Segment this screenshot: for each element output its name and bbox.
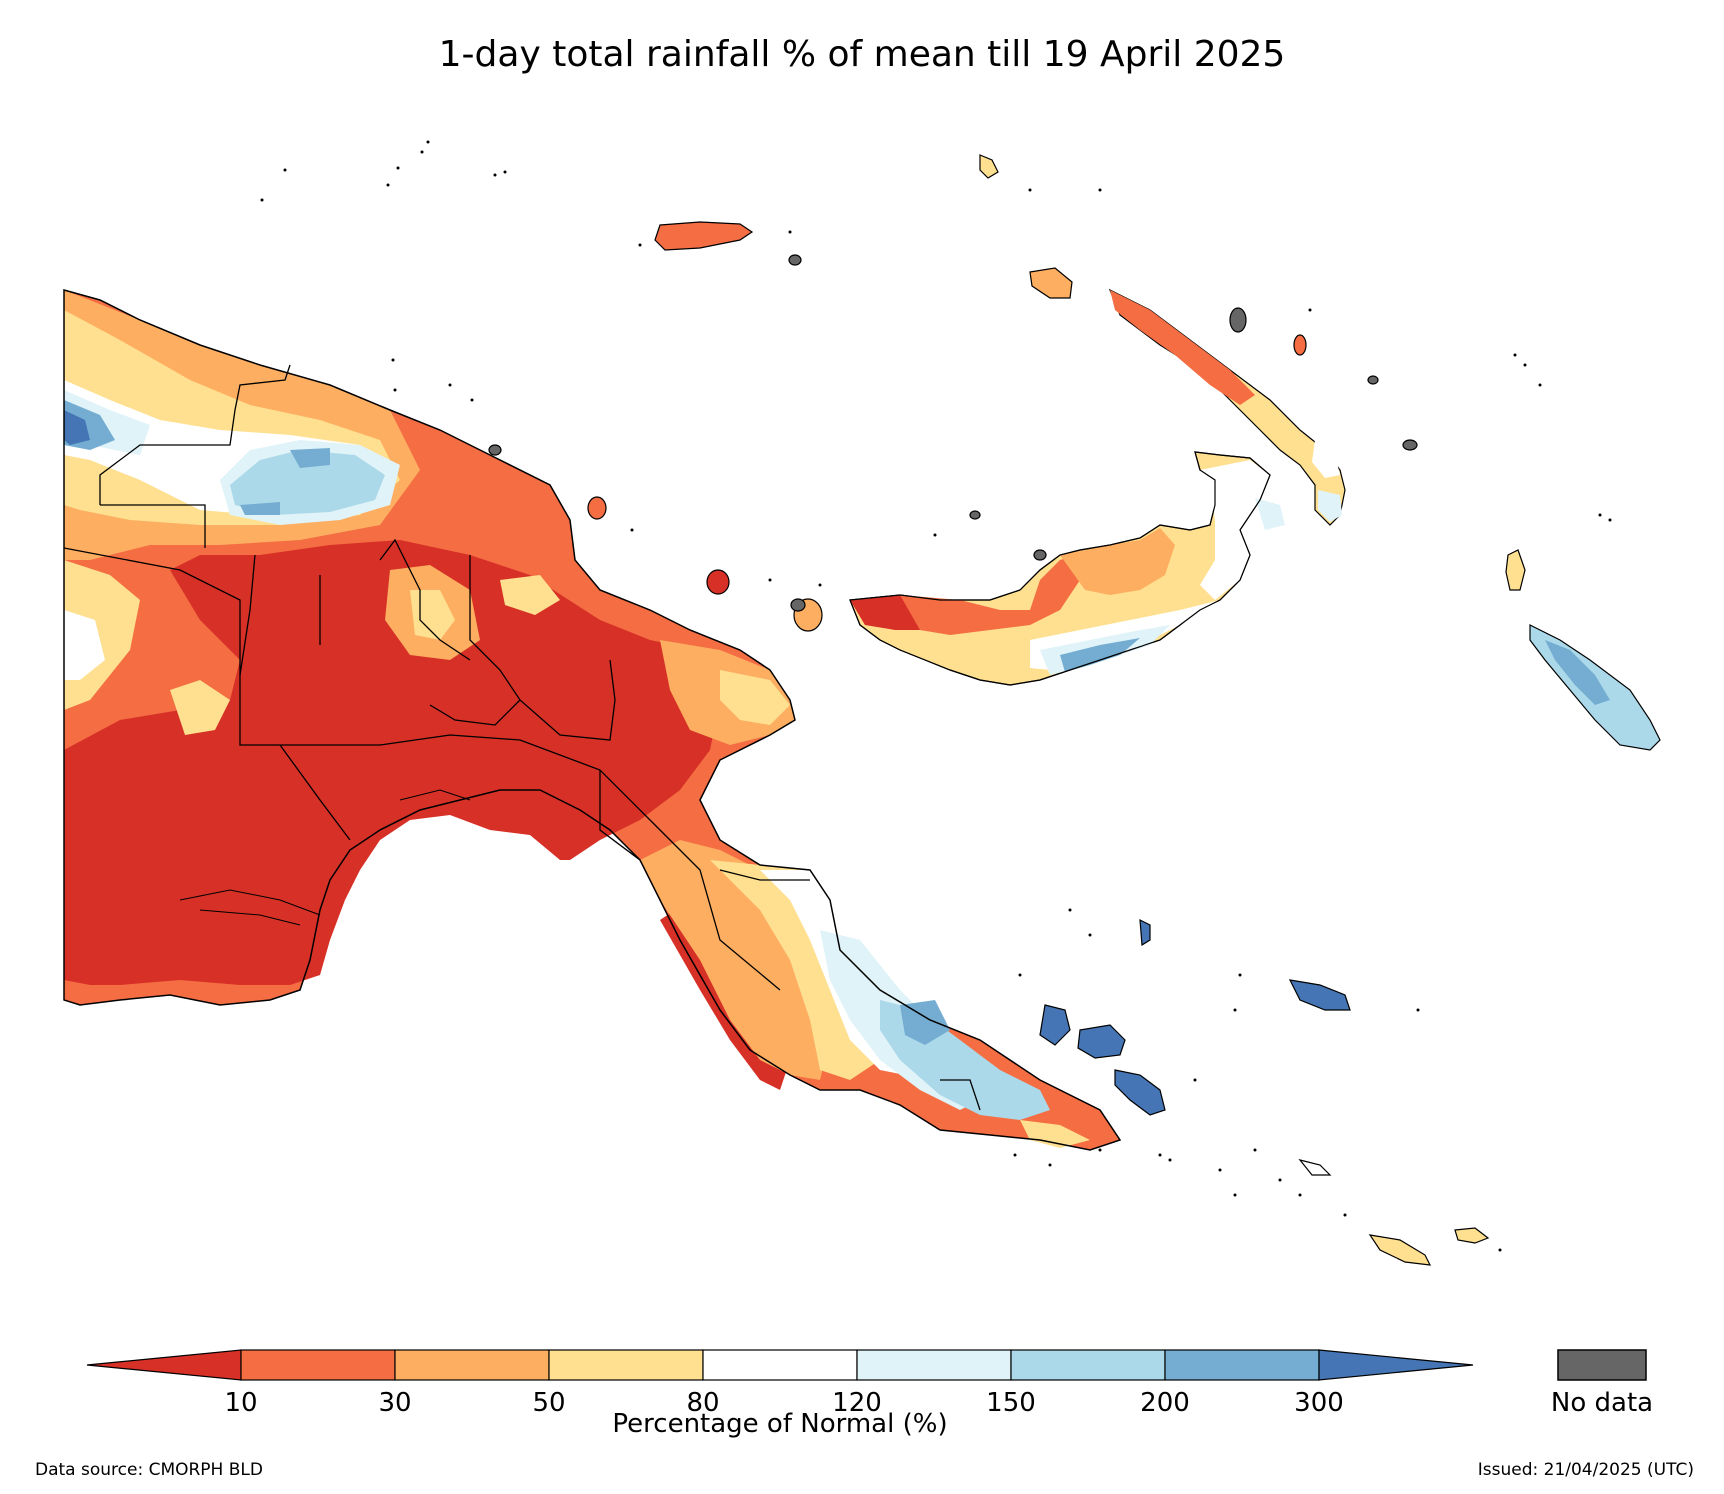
island-buka xyxy=(1505,549,1526,591)
colorbar-tick-label: 30 xyxy=(378,1388,411,1418)
province-boundaries xyxy=(63,364,981,1111)
zone-yellow-highlands2 xyxy=(500,575,560,615)
nodata-label: No data xyxy=(1551,1388,1653,1418)
zone-yellow-ne xyxy=(720,670,790,725)
zone-yellow-west2 xyxy=(170,680,230,735)
nb-lightblue-e xyxy=(1255,498,1285,530)
island-tagula xyxy=(1368,1234,1432,1266)
colorbar-segment xyxy=(548,1349,704,1381)
zone-blue-center2 xyxy=(240,502,280,515)
island-woodlark xyxy=(1288,979,1351,1011)
nb-orange2 xyxy=(1060,528,1175,595)
island-dark-4 xyxy=(790,598,806,612)
colorbar-segment xyxy=(1010,1349,1166,1381)
nb-blue xyxy=(1060,638,1140,672)
zone-darkblue-nw xyxy=(64,410,90,445)
nb-outline xyxy=(849,451,1271,686)
island-orange-1 xyxy=(1293,334,1307,356)
island-trobriand xyxy=(1139,918,1151,947)
colorbar-ticks: 10 30 50 80 120 150 200 300 xyxy=(224,1388,1343,1418)
island-dark-2 xyxy=(1402,439,1418,451)
colorbar-tick-label: 300 xyxy=(1294,1388,1344,1418)
mainland-outline xyxy=(63,289,1122,1151)
island-dark-6 xyxy=(1033,549,1047,561)
colorbar-segment xyxy=(240,1349,396,1381)
island-misima xyxy=(1298,1158,1332,1176)
delta-lines xyxy=(179,789,471,926)
nodata-swatch xyxy=(1557,1349,1647,1381)
colorbar-segment xyxy=(1164,1349,1320,1381)
rainfall-map xyxy=(63,140,1661,1266)
islets xyxy=(260,140,1612,1252)
island-new-ireland-white xyxy=(1312,440,1340,478)
zone-red-core xyxy=(64,540,740,985)
zone-yellow-highlands xyxy=(410,590,455,640)
island-normanby xyxy=(1114,1069,1166,1116)
colorbar-tick-label: 200 xyxy=(1140,1388,1190,1418)
island-goodenough xyxy=(1039,1004,1071,1046)
zone-yellow-se-tail xyxy=(1020,1120,1090,1148)
mainland xyxy=(63,289,1122,1151)
nb-orange xyxy=(900,550,1090,635)
colorbar-segment xyxy=(856,1349,1012,1381)
colorbar-tick-label: 80 xyxy=(686,1388,719,1418)
island-new-hanover xyxy=(1029,267,1073,299)
zone-yellow-se xyxy=(710,860,880,1080)
island-dark-7 xyxy=(969,510,981,520)
island-dark-3 xyxy=(1367,375,1379,385)
colorbar-tick-label: 10 xyxy=(224,1388,257,1418)
colorbar-extend-low xyxy=(86,1349,242,1381)
island-fergusson xyxy=(1077,1024,1126,1059)
zone-white-west xyxy=(64,610,105,680)
island-new-ireland-orange xyxy=(1110,290,1255,405)
colorbar-segment xyxy=(394,1349,550,1381)
zone-blue-center xyxy=(290,448,330,468)
island-manus-small xyxy=(788,254,802,266)
colorbar-segments xyxy=(86,1349,1474,1381)
island-bougainville-blue xyxy=(1545,640,1610,705)
island-dark-5 xyxy=(488,444,502,456)
map-title: 1-day total rainfall % of mean till 19 A… xyxy=(438,34,1286,75)
issued-date: Issued: 21/04/2025 (UTC) xyxy=(1477,1460,1694,1480)
island-rossel xyxy=(1454,1227,1490,1244)
island-red-small xyxy=(706,569,730,595)
colorbar-label: Percentage of Normal (%) xyxy=(612,1409,947,1439)
zone-blue-se xyxy=(900,1000,950,1045)
data-source: Data source: CMORPH BLD xyxy=(35,1460,263,1480)
island-new-ireland-blue xyxy=(1318,490,1342,522)
colorbar-segment xyxy=(702,1349,858,1381)
colorbar-tick-label: 150 xyxy=(986,1388,1036,1418)
island-mussau xyxy=(979,154,999,179)
island-manus xyxy=(654,221,754,251)
island-karkar xyxy=(587,496,607,520)
colorbar-tick-label: 120 xyxy=(832,1388,882,1418)
colorbar-extend-high xyxy=(1318,1349,1474,1381)
island-dark-1 xyxy=(1229,307,1247,333)
nb-white xyxy=(1200,460,1270,600)
zone-midblue-center xyxy=(230,450,385,515)
colorbar-tick-label: 50 xyxy=(532,1388,565,1418)
islands xyxy=(488,154,1661,1266)
